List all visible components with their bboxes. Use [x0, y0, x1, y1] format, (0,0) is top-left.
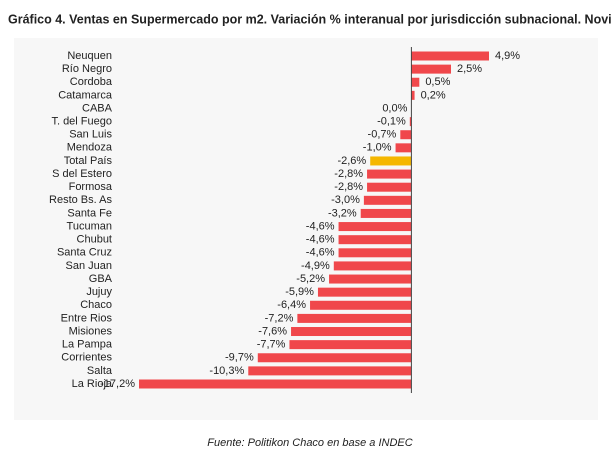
category-label: San Juan — [66, 260, 112, 272]
bar — [367, 182, 412, 192]
value-label: 0,5% — [425, 76, 450, 88]
category-label: Neuquen — [67, 50, 112, 62]
bar — [360, 208, 412, 218]
value-label: 4,9% — [495, 50, 520, 62]
source-note: Fuente: Politikon Chaco en base a INDEC — [207, 437, 413, 449]
value-label: 0,2% — [421, 89, 446, 101]
value-label: -4,6% — [306, 220, 335, 232]
category-label: Resto Bs. As — [49, 194, 112, 206]
value-label: -17,2% — [100, 378, 135, 390]
bar — [411, 51, 489, 61]
bar — [139, 379, 412, 389]
category-label: Cordoba — [70, 76, 113, 88]
bar — [367, 169, 412, 179]
category-label: Misiones — [69, 325, 113, 337]
bar — [317, 287, 412, 297]
category-label: Chubut — [77, 234, 112, 246]
bar — [395, 143, 412, 153]
bar — [297, 313, 412, 323]
bar — [370, 156, 412, 166]
value-label: -5,9% — [285, 286, 314, 298]
category-label: San Luis — [69, 129, 112, 141]
category-label: La Pampa — [62, 339, 113, 351]
value-label: -4,9% — [301, 260, 330, 272]
bar — [248, 366, 412, 376]
category-label: Santa Fe — [67, 207, 112, 219]
category-label: S del Estero — [52, 168, 112, 180]
value-label: -1,0% — [363, 142, 392, 154]
value-label: -0,7% — [368, 129, 397, 141]
category-label: Chaco — [80, 299, 112, 311]
value-label: -0,1% — [377, 116, 406, 128]
category-label: Jujuy — [86, 286, 112, 298]
category-label: Total País — [64, 155, 113, 167]
category-label: GBA — [89, 273, 113, 285]
category-label: Santa Cruz — [57, 247, 112, 259]
category-label: Tucuman — [67, 220, 112, 232]
bar — [333, 261, 412, 271]
value-label: -7,2% — [265, 312, 294, 324]
value-label: -3,2% — [328, 207, 357, 219]
category-label: Catamarca — [58, 89, 113, 101]
value-label: -9,7% — [225, 352, 254, 364]
value-label: 0,0% — [382, 102, 407, 114]
bar — [411, 77, 420, 87]
bar — [310, 300, 412, 310]
bar — [363, 195, 412, 205]
bar — [400, 130, 412, 140]
bar — [329, 274, 412, 284]
category-label: Río Negro — [62, 63, 112, 75]
category-label: Salta — [87, 365, 113, 377]
bar — [338, 248, 412, 258]
value-label: -2,8% — [334, 168, 363, 180]
value-label: -7,7% — [257, 339, 286, 351]
category-label: La Rioja — [72, 378, 113, 390]
bar — [338, 235, 412, 245]
chart-title: Gráfico 4. Ventas en Supermercado por m2… — [8, 12, 611, 26]
bar — [291, 327, 412, 337]
bar — [289, 340, 412, 350]
value-label: -7,6% — [258, 325, 287, 337]
value-label: -10,3% — [209, 365, 244, 377]
value-label: -4,6% — [306, 247, 335, 259]
category-label: Mendoza — [67, 142, 113, 154]
bar — [411, 64, 451, 74]
value-label: -2,6% — [337, 155, 366, 167]
bar — [411, 90, 415, 100]
value-label: -5,2% — [296, 273, 325, 285]
value-label: -2,8% — [334, 181, 363, 193]
value-label: -3,0% — [331, 194, 360, 206]
value-label: -4,6% — [306, 234, 335, 246]
bar — [409, 117, 412, 127]
category-label: Entre Rios — [61, 312, 113, 324]
category-label: CABA — [82, 102, 113, 114]
value-label: -6,4% — [277, 299, 306, 311]
bar — [257, 353, 412, 363]
value-label: 2,5% — [457, 63, 482, 75]
category-label: Corrientes — [61, 352, 112, 364]
bar — [338, 222, 412, 232]
category-label: T. del Fuego — [51, 116, 112, 128]
category-label: Formosa — [69, 181, 113, 193]
